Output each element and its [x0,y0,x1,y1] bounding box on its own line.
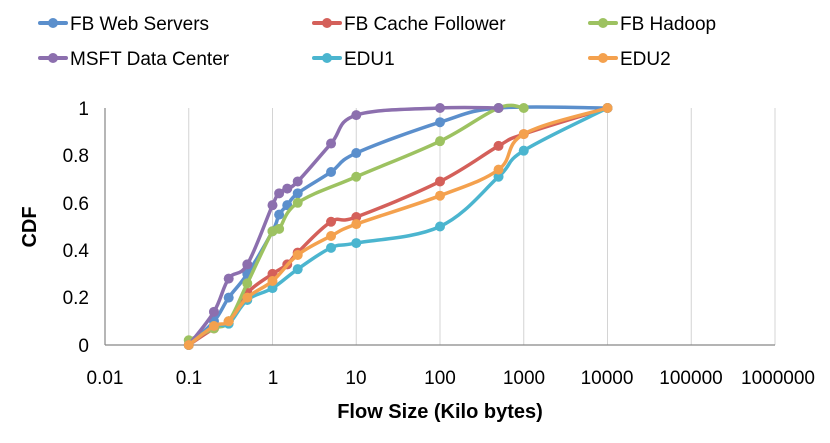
x-tick-label: 1000 [503,368,545,389]
data-point-msft-data-center [282,183,293,194]
data-point-fb-web-servers [292,188,303,199]
y-tick-labels: 0 0.2 0.4 0.6 0.8 1 [63,99,90,357]
y-tick-label: 1 [78,99,89,120]
series [183,103,613,350]
data-point-fb-cache-follower [493,140,504,151]
data-point-fb-hadoop [351,171,362,182]
legend-entry: FB Cache Follower [312,14,506,35]
x-tick-label: 0.01 [87,368,124,389]
x-tick-label: 10 [345,368,366,389]
data-point-edu2 [242,292,253,303]
data-point-edu1 [518,145,529,156]
data-point-fb-hadoop [242,278,253,289]
data-point-fb-web-servers [274,209,285,220]
y-tick-label: 0.6 [63,194,89,215]
data-point-msft-data-center [326,138,337,149]
data-point-fb-cache-follower [435,176,445,187]
data-point-fb-hadoop [435,136,445,147]
series-line-fb-cache-follower [187,106,610,347]
y-tick-label: 0.2 [63,288,89,309]
data-point-edu2 [183,340,194,350]
legend-swatch-marker [322,53,332,63]
legend-label: FB Web Servers [70,14,209,35]
legend-entry: FB Web Servers [38,14,209,35]
legend-swatch-marker [322,18,332,28]
series-fb-web-servers [183,103,613,350]
data-point-msft-data-center [274,188,285,199]
data-point-fb-cache-follower [351,212,362,223]
legend-swatch-marker [48,18,58,28]
data-point-edu2 [292,249,303,260]
data-point-fb-web-servers [351,148,362,159]
series-line-edu2 [187,106,610,347]
legend-entry: EDU2 [588,49,671,70]
y-tick-label: 0 [78,336,89,357]
data-point-fb-hadoop [292,197,303,208]
y-axis-title: CDF [19,206,41,247]
legend-entry: EDU1 [312,49,395,70]
data-point-msft-data-center [493,103,504,113]
data-point-edu2 [602,103,613,113]
axes [104,108,775,346]
y-tick-label: 0.4 [63,241,90,262]
data-point-edu2 [493,164,504,175]
legend-entry: MSFT Data Center [38,49,230,70]
data-point-msft-data-center [351,110,362,121]
legend-swatch-marker [48,53,58,63]
data-point-edu1 [326,242,337,253]
x-tick-label: 1000000 [741,368,815,389]
series-edu2 [183,103,613,350]
data-point-msft-data-center [292,176,303,187]
data-point-fb-web-servers [223,292,234,303]
x-tick-label: 1 [268,368,279,389]
data-point-edu1 [267,283,278,294]
data-point-fb-cache-follower [326,216,337,227]
data-point-fb-hadoop [518,103,529,113]
legend-label: FB Hadoop [620,14,716,35]
data-point-msft-data-center [223,273,234,284]
data-point-msft-data-center [208,306,219,317]
series-fb-cache-follower [183,103,613,350]
data-point-edu2 [351,219,362,230]
series-edu1 [183,103,613,350]
data-point-fb-hadoop [274,223,285,234]
data-point-msft-data-center [242,259,253,270]
x-tick-labels: 0.01 0.1 1 10 100 1000 10000 100000 1000… [87,368,815,389]
data-point-fb-web-servers [435,117,445,128]
data-point-edu2 [267,276,278,287]
data-point-edu2 [223,316,234,327]
legend-entry: FB Hadoop [588,14,716,35]
legend-label: EDU1 [344,49,395,70]
y-tick-label: 0.8 [63,146,89,167]
legend-swatch-marker [598,53,608,63]
data-point-edu1 [493,171,504,182]
x-tick-label: 100 [424,368,456,389]
series-line-edu1 [187,106,610,347]
legend-swatch-marker [598,18,608,28]
data-point-edu2 [326,230,337,241]
legend: FB Web Servers FB Cache Follower FB Hado… [38,14,716,70]
data-point-edu1 [292,264,303,275]
legend-label: EDU2 [620,49,671,70]
x-tick-label: 10000 [581,368,634,389]
data-point-edu2 [518,129,529,140]
data-point-fb-web-servers [326,166,337,177]
data-point-edu1 [351,238,362,249]
x-axis-title: Flow Size (Kilo bytes) [337,401,543,423]
x-tick-label: 100000 [659,368,722,389]
legend-label: MSFT Data Center [70,49,230,70]
x-tick-label: 0.1 [176,368,202,389]
data-point-edu2 [435,190,445,201]
data-point-edu1 [435,221,445,232]
legend-label: FB Cache Follower [344,14,506,35]
data-point-edu2 [208,321,219,332]
data-point-msft-data-center [435,103,445,113]
series-line-fb-web-servers [187,105,610,347]
data-point-msft-data-center [267,200,278,211]
